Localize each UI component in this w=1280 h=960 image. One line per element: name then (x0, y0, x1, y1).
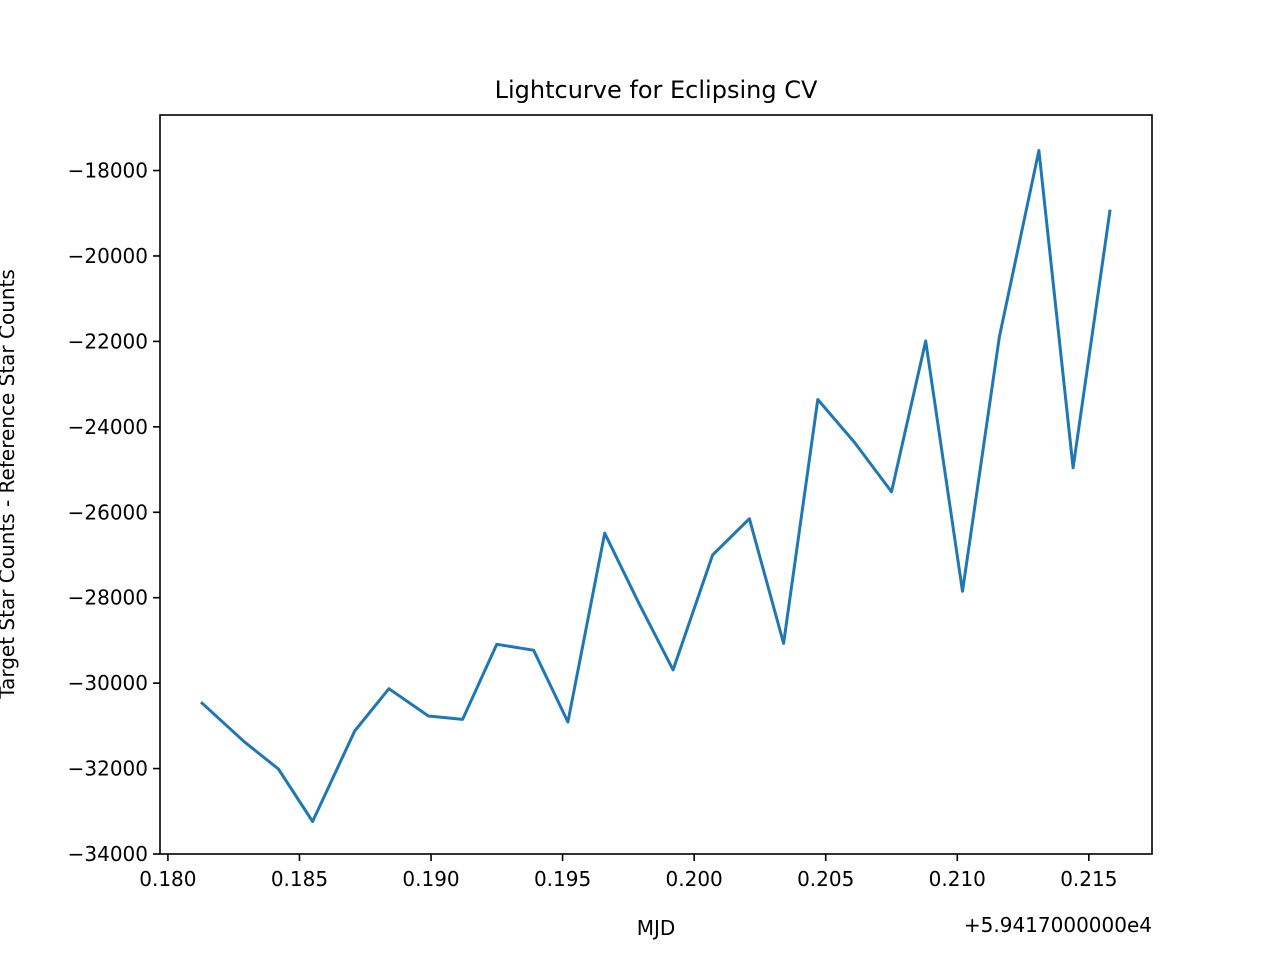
x-tick-label: 0.190 (402, 867, 459, 891)
y-tick-label: −26000 (68, 500, 148, 524)
x-axis-label: MJD (637, 916, 676, 940)
series-layer (199, 149, 1112, 823)
x-tick-label: 0.200 (666, 867, 723, 891)
x-tick-label: 0.215 (1060, 867, 1117, 891)
chart-title: Lightcurve for Eclipsing CV (495, 76, 818, 104)
x-tick-label: 0.185 (271, 867, 328, 891)
y-tick-label: −30000 (68, 671, 148, 695)
series-line (199, 149, 1112, 823)
y-tick-label: −24000 (68, 415, 148, 439)
x-tick-label: 0.205 (797, 867, 854, 891)
plot-frame (159, 114, 1153, 855)
y-tick-label: −34000 (68, 842, 148, 866)
y-tick-label: −20000 (68, 244, 148, 268)
y-axis: −34000 −32000 −30000 −28000 −26000 −24000 −220… (68, 159, 160, 866)
x-tick-label: 0.195 (534, 867, 591, 891)
y-axis-label: Target Star Counts - Reference Star Coun… (0, 269, 19, 700)
y-tick-label: −32000 (68, 757, 148, 781)
x-offset-label: +5.9417000000e4 (964, 913, 1152, 937)
y-tick-label: −22000 (68, 329, 148, 353)
y-tick-label: −28000 (68, 586, 148, 610)
x-tick-label: 0.180 (139, 867, 196, 891)
y-tick-label: −18000 (68, 159, 148, 183)
x-axis: 0.180 0.185 0.190 0.195 0.200 0.205 0.210 0.215 (139, 854, 1117, 891)
x-tick-label: 0.210 (929, 867, 986, 891)
